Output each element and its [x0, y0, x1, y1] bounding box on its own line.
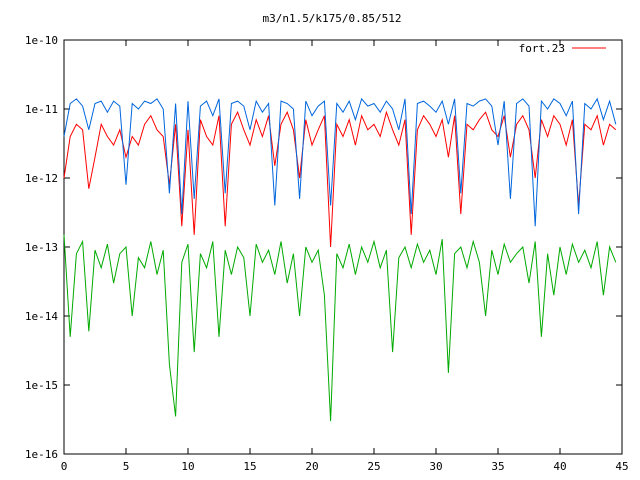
y-tick-label: 1e-13: [25, 241, 58, 254]
x-tick-label: 45: [615, 460, 628, 473]
series-line-3: [63, 234, 617, 422]
x-tick-label: 40: [553, 460, 566, 473]
x-tick-label: 10: [181, 460, 194, 473]
x-tick-label: 0: [61, 460, 68, 473]
chart-title: m3/n1.5/k175/0.85/512: [262, 12, 401, 25]
x-tick-label: 35: [491, 460, 504, 473]
x-tick-label: 30: [429, 460, 442, 473]
x-tick-label: 5: [123, 460, 130, 473]
y-tick-label: 1e-14: [25, 310, 58, 323]
y-tick-label: 1e-10: [25, 34, 58, 47]
series-line-2: [63, 97, 617, 227]
y-axis: 1e-16 1e-15 1e-14 1e-13 1e-12 1e-11 1e-10: [25, 34, 622, 461]
legend: fort.23: [519, 42, 606, 55]
legend-label: fort.23: [519, 42, 565, 55]
series-line-1: [63, 110, 617, 248]
y-tick-label: 1e-16: [25, 448, 58, 461]
y-tick-label: 1e-15: [25, 379, 58, 392]
y-tick-label: 1e-12: [25, 172, 58, 185]
x-tick-label: 15: [243, 460, 256, 473]
series-layer: [63, 97, 617, 422]
y-tick-label: 1e-11: [25, 103, 58, 116]
x-tick-label: 20: [305, 460, 318, 473]
x-tick-label: 25: [367, 460, 380, 473]
x-axis: 0 5 10 15 20 25 30 35 40 45: [61, 40, 629, 473]
